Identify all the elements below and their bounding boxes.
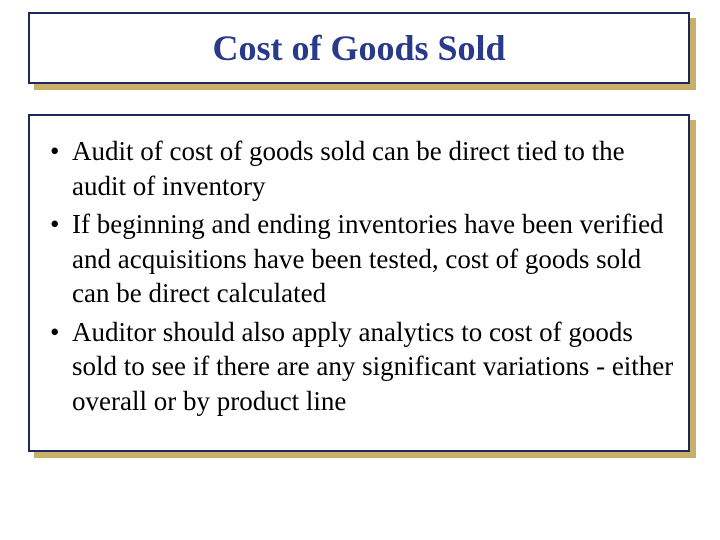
slide-title: Cost of Goods Sold: [212, 27, 505, 69]
title-box: Cost of Goods Sold: [28, 12, 690, 84]
list-item: Auditor should also apply analytics to c…: [44, 315, 674, 419]
body-box: Audit of cost of goods sold can be direc…: [28, 114, 690, 452]
list-item: Audit of cost of goods sold can be direc…: [44, 134, 674, 203]
list-item: If beginning and ending inventories have…: [44, 207, 674, 311]
bullet-list: Audit of cost of goods sold can be direc…: [44, 134, 674, 418]
